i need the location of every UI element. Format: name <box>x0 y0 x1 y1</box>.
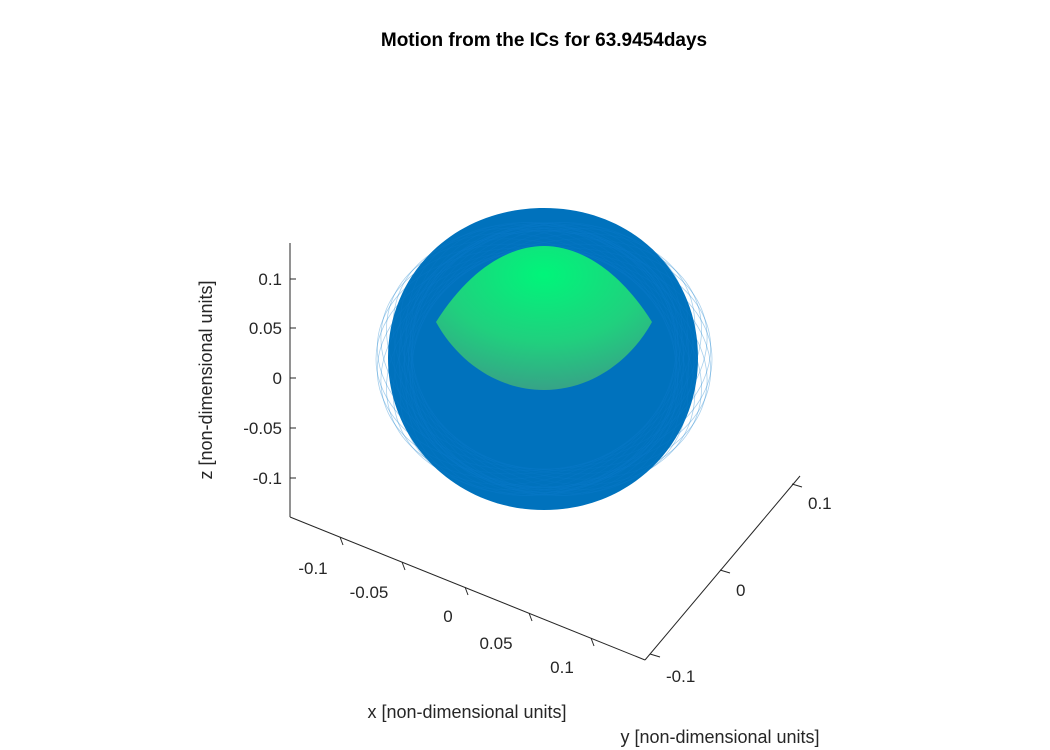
y-axis-line <box>644 475 801 661</box>
z-tick-label: -0.05 <box>243 419 282 438</box>
z-ticks: 0.1 0.05 0 -0.05 -0.1 <box>243 270 296 488</box>
chart-title: Motion from the ICs for 63.9454days <box>381 30 707 51</box>
y-tick-label: 0.1 <box>808 494 832 513</box>
z-tick-label: -0.1 <box>253 469 282 488</box>
orbit-line <box>392 232 696 486</box>
y-tick-label: -0.1 <box>666 667 695 686</box>
y-tick-mark <box>719 569 731 574</box>
z-axis-label: z [non-dimensional units] <box>196 280 216 479</box>
primary-sphere <box>436 246 652 390</box>
orbit-line <box>386 238 702 480</box>
x-axis-line <box>289 516 646 661</box>
orbit-line <box>392 232 696 486</box>
x-axis-label: x [non-dimensional units] <box>367 702 566 722</box>
orbit-line <box>408 225 680 493</box>
y-tick-mark <box>649 653 661 658</box>
orbit-line <box>386 238 702 480</box>
y-ticks: -0.1 0 0.1 <box>649 483 832 686</box>
x-tick-label: -0.1 <box>298 559 327 578</box>
orbit-line <box>411 223 677 495</box>
orbit-line <box>409 222 679 496</box>
orbit-line <box>409 222 679 496</box>
x-tick-label: 0.05 <box>479 634 512 653</box>
y-axis-label: y [non-dimensional units] <box>620 727 819 747</box>
x-tick-mark <box>339 536 344 546</box>
orbit-line <box>411 221 677 497</box>
y-tick-mark <box>791 483 803 488</box>
orbit-line <box>411 221 677 497</box>
orbit-line <box>403 227 685 491</box>
x-tick-mark <box>401 561 406 571</box>
orbit-line <box>398 229 690 489</box>
z-tick-label: 0 <box>273 369 282 388</box>
x-tick-mark <box>528 612 533 622</box>
x-tick-label: 0 <box>443 607 452 626</box>
y-tick-label: 0 <box>736 581 745 600</box>
orbit-line <box>405 224 683 494</box>
orbit-line <box>399 228 689 490</box>
x-tick-label: -0.05 <box>350 583 389 602</box>
orbit-line <box>403 227 685 491</box>
x-tick-mark <box>590 637 595 647</box>
z-tick-label: 0.1 <box>258 270 282 289</box>
x-ticks: -0.1 -0.05 0 0.05 0.1 <box>298 536 595 677</box>
orbit-line <box>398 229 690 489</box>
z-tick-label: 0.05 <box>249 319 282 338</box>
orbit-line <box>399 228 689 490</box>
x-tick-label: 0.1 <box>550 658 574 677</box>
trajectory-lines <box>375 221 713 497</box>
x-tick-mark <box>464 586 469 596</box>
orbit-line <box>408 225 680 493</box>
orbit-line <box>393 230 695 488</box>
orbit-line <box>411 223 677 495</box>
orbit-line <box>405 224 683 494</box>
